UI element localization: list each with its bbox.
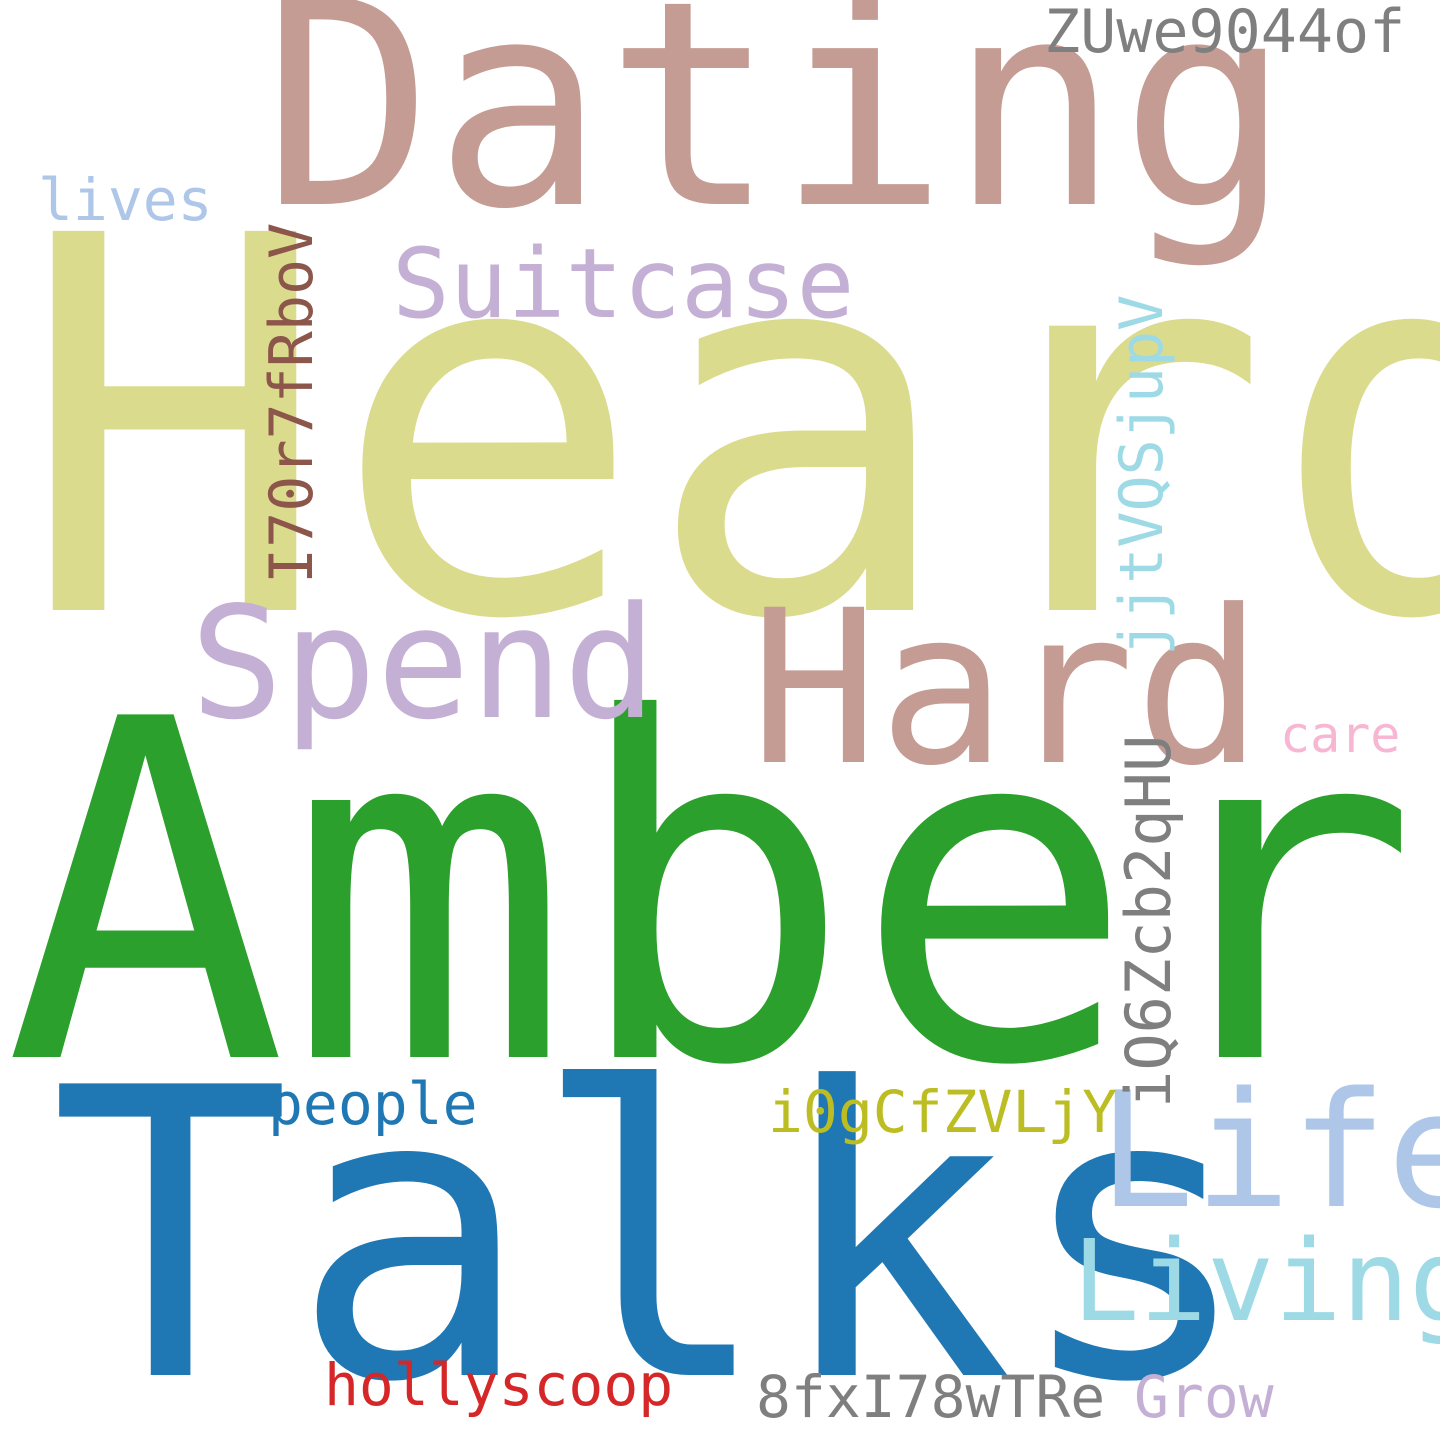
word-amber: Amber xyxy=(4,621,1419,1168)
word-heard: Heard xyxy=(18,127,1440,733)
word-jjtvqsjupv: jjtVQSjupV xyxy=(1107,294,1177,656)
word-life: Life xyxy=(1098,1057,1440,1244)
word-suitcase: Suitcase xyxy=(392,228,855,340)
word-lives: lives xyxy=(38,166,213,234)
word-grow: Grow xyxy=(1134,1363,1274,1431)
word-zuwe9044of: ZUwe9044of xyxy=(1044,0,1406,67)
word-8fxi78wtre: 8fxI78wTRe xyxy=(756,1363,1106,1431)
word-hard: Hard xyxy=(750,565,1263,813)
word-iq6zcb2qhu: iQ6Zcb2qHU xyxy=(1112,734,1185,1108)
word-care: care xyxy=(1280,706,1401,764)
word-people: people xyxy=(268,1070,478,1138)
word-dating: Dating xyxy=(262,0,1292,272)
word-hollyscoop: hollyscoop xyxy=(324,1351,674,1419)
word-i70r7frbov: I70r7fRboV xyxy=(257,222,327,584)
word-living: Living xyxy=(1072,1217,1440,1347)
word-spend: Spend xyxy=(190,573,657,754)
word-talks: Talks xyxy=(50,1005,1255,1440)
word-i0gcfzvljy: i0gCfZVLjY xyxy=(768,1078,1118,1146)
